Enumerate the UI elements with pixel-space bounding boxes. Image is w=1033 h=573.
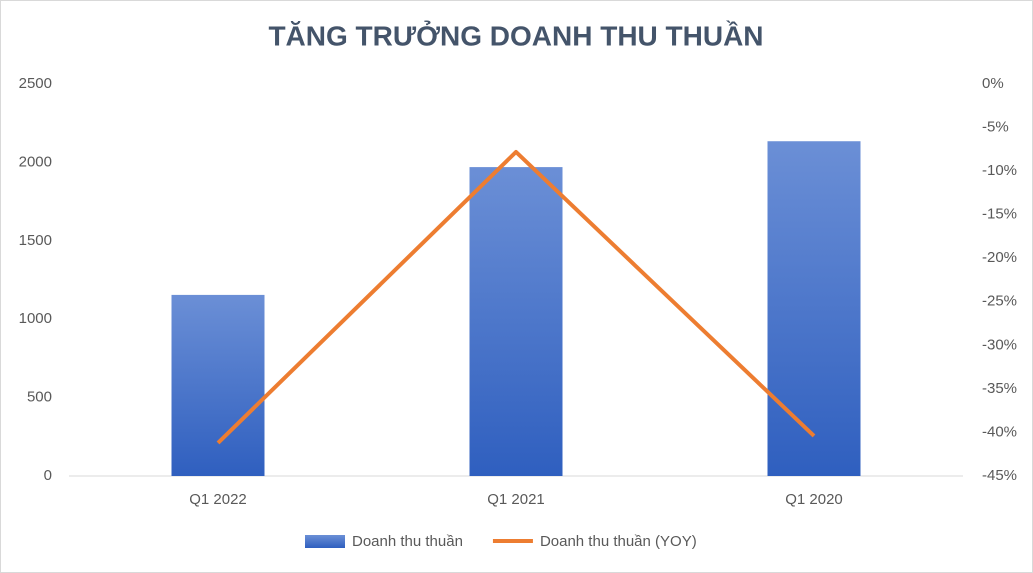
y2-tick-label: -45% xyxy=(982,467,1017,484)
y-tick-label: 2000 xyxy=(19,153,52,170)
y2-tick-label: -40% xyxy=(982,423,1017,440)
y-tick-label: 500 xyxy=(27,389,52,406)
bar xyxy=(469,167,563,476)
y2-tick-label: 0% xyxy=(982,75,1004,92)
chart-title: TĂNG TRƯỞNG DOANH THU THUẦN xyxy=(268,19,763,51)
line xyxy=(216,149,816,445)
y-tick-label: 1000 xyxy=(19,310,52,327)
x-tick-label: Q1 2020 xyxy=(785,491,843,508)
y2-tick-label: -15% xyxy=(982,206,1017,223)
y2-tick-label: -25% xyxy=(982,293,1017,310)
legend-label: Doanh thu thuần xyxy=(352,533,463,550)
legend-label: Doanh thu thuần (YOY) xyxy=(540,533,697,550)
bar xyxy=(767,141,861,476)
x-tick-label: Q1 2021 xyxy=(487,491,545,508)
y-tick-label: 0 xyxy=(44,467,52,484)
legend-swatch xyxy=(305,535,345,548)
y2-tick-label: -35% xyxy=(982,380,1017,397)
y2-tick-label: -30% xyxy=(982,336,1017,353)
x-tick-label: Q1 2022 xyxy=(189,491,247,508)
y-tick-label: 1500 xyxy=(19,232,52,249)
y2-tick-label: -10% xyxy=(982,162,1017,179)
bar xyxy=(171,294,265,476)
y-tick-label: 2500 xyxy=(19,75,52,92)
y2-tick-label: -5% xyxy=(982,119,1009,136)
y2-tick-label: -20% xyxy=(982,249,1017,266)
